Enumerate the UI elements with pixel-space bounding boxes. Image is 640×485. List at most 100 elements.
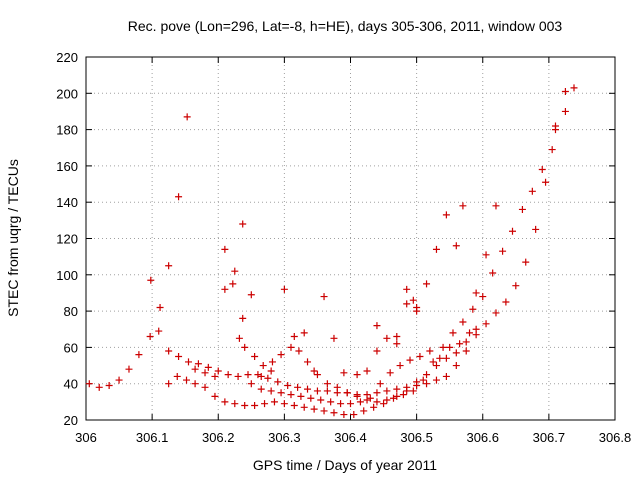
data-point xyxy=(330,409,338,417)
data-point xyxy=(310,367,318,375)
data-point xyxy=(165,262,173,270)
data-point xyxy=(277,351,285,359)
y-tick-label: 100 xyxy=(56,268,78,283)
data-point xyxy=(393,385,401,393)
data-point xyxy=(406,356,414,364)
data-point xyxy=(191,380,199,388)
data-point xyxy=(340,411,348,419)
data-point xyxy=(313,387,321,395)
data-point xyxy=(274,378,282,386)
data-point xyxy=(201,383,209,391)
data-point xyxy=(462,338,470,346)
data-point xyxy=(383,387,391,395)
data-point xyxy=(251,401,259,409)
x-tick-labels: 306 306.1 306.2 306.3 306.4 306.5 306.6 306.7 30… xyxy=(75,430,631,445)
data-point xyxy=(429,358,437,366)
y-tick-label: 140 xyxy=(56,195,78,210)
data-point xyxy=(363,367,371,375)
data-point xyxy=(310,405,318,413)
data-point xyxy=(452,242,460,250)
data-point xyxy=(363,396,371,404)
y-tick-label: 60 xyxy=(64,340,78,355)
data-point xyxy=(254,371,262,379)
data-point xyxy=(247,380,255,388)
data-point xyxy=(284,382,292,390)
data-point xyxy=(561,87,569,95)
data-point xyxy=(304,385,312,393)
data-point xyxy=(155,327,163,335)
series-2 xyxy=(165,113,500,380)
data-point xyxy=(313,371,321,379)
data-points xyxy=(85,84,578,419)
data-point xyxy=(135,351,143,359)
data-point xyxy=(509,227,517,235)
y-axis-label: STEC from uqrg / TECUs xyxy=(5,159,21,317)
data-point xyxy=(479,293,487,301)
data-point xyxy=(492,309,500,317)
data-point xyxy=(413,378,421,386)
data-point xyxy=(482,320,490,328)
data-point xyxy=(432,362,440,370)
data-point xyxy=(300,329,308,337)
data-point xyxy=(489,269,497,277)
data-point xyxy=(183,376,191,384)
y-tick-label: 40 xyxy=(64,377,78,392)
x-axis-label: GPS time / Days of year 2011 xyxy=(253,457,437,473)
data-point xyxy=(561,107,569,115)
data-point xyxy=(409,296,417,304)
y-tick-label: 80 xyxy=(64,304,78,319)
data-point xyxy=(191,365,199,373)
data-point xyxy=(327,398,335,406)
data-point xyxy=(383,334,391,342)
data-point xyxy=(466,329,474,337)
y-tick-label: 160 xyxy=(56,159,78,174)
x-tick-label: 306 xyxy=(75,430,97,445)
data-point xyxy=(436,354,444,362)
y-tick-label: 20 xyxy=(64,413,78,428)
x-tick-label: 306.6 xyxy=(466,430,499,445)
data-point xyxy=(267,387,275,395)
data-point xyxy=(350,411,358,419)
data-point xyxy=(270,398,278,406)
data-point xyxy=(373,347,381,355)
data-point xyxy=(409,387,417,395)
data-point xyxy=(229,280,237,288)
data-point xyxy=(175,352,183,360)
data-point xyxy=(459,318,467,326)
data-point xyxy=(257,372,265,380)
data-point xyxy=(156,303,164,311)
data-point xyxy=(231,400,239,408)
data-point xyxy=(343,389,351,397)
data-point xyxy=(373,389,381,397)
data-point xyxy=(231,267,239,275)
data-point xyxy=(235,334,243,342)
data-point xyxy=(290,333,298,341)
data-point xyxy=(423,371,431,379)
data-point xyxy=(211,372,219,380)
data-point xyxy=(442,211,450,219)
x-tick-label: 306.2 xyxy=(202,430,235,445)
data-point xyxy=(147,276,155,284)
data-point xyxy=(482,251,490,259)
data-point xyxy=(439,343,447,351)
data-point xyxy=(85,380,93,388)
data-point xyxy=(323,387,331,395)
data-point xyxy=(370,403,378,411)
data-point xyxy=(290,401,298,409)
data-point xyxy=(239,314,247,322)
data-point xyxy=(304,358,312,366)
data-point xyxy=(261,400,269,408)
data-point xyxy=(297,392,305,400)
data-point xyxy=(287,343,295,351)
data-point xyxy=(532,225,540,233)
data-point xyxy=(317,396,325,404)
data-point xyxy=(340,369,348,377)
axis-ticks xyxy=(85,56,616,421)
data-point xyxy=(469,305,477,313)
data-point xyxy=(492,202,500,210)
data-point xyxy=(512,282,520,290)
x-tick-label: 306.1 xyxy=(136,430,169,445)
x-tick-label: 306.7 xyxy=(533,430,566,445)
data-point xyxy=(165,347,173,355)
